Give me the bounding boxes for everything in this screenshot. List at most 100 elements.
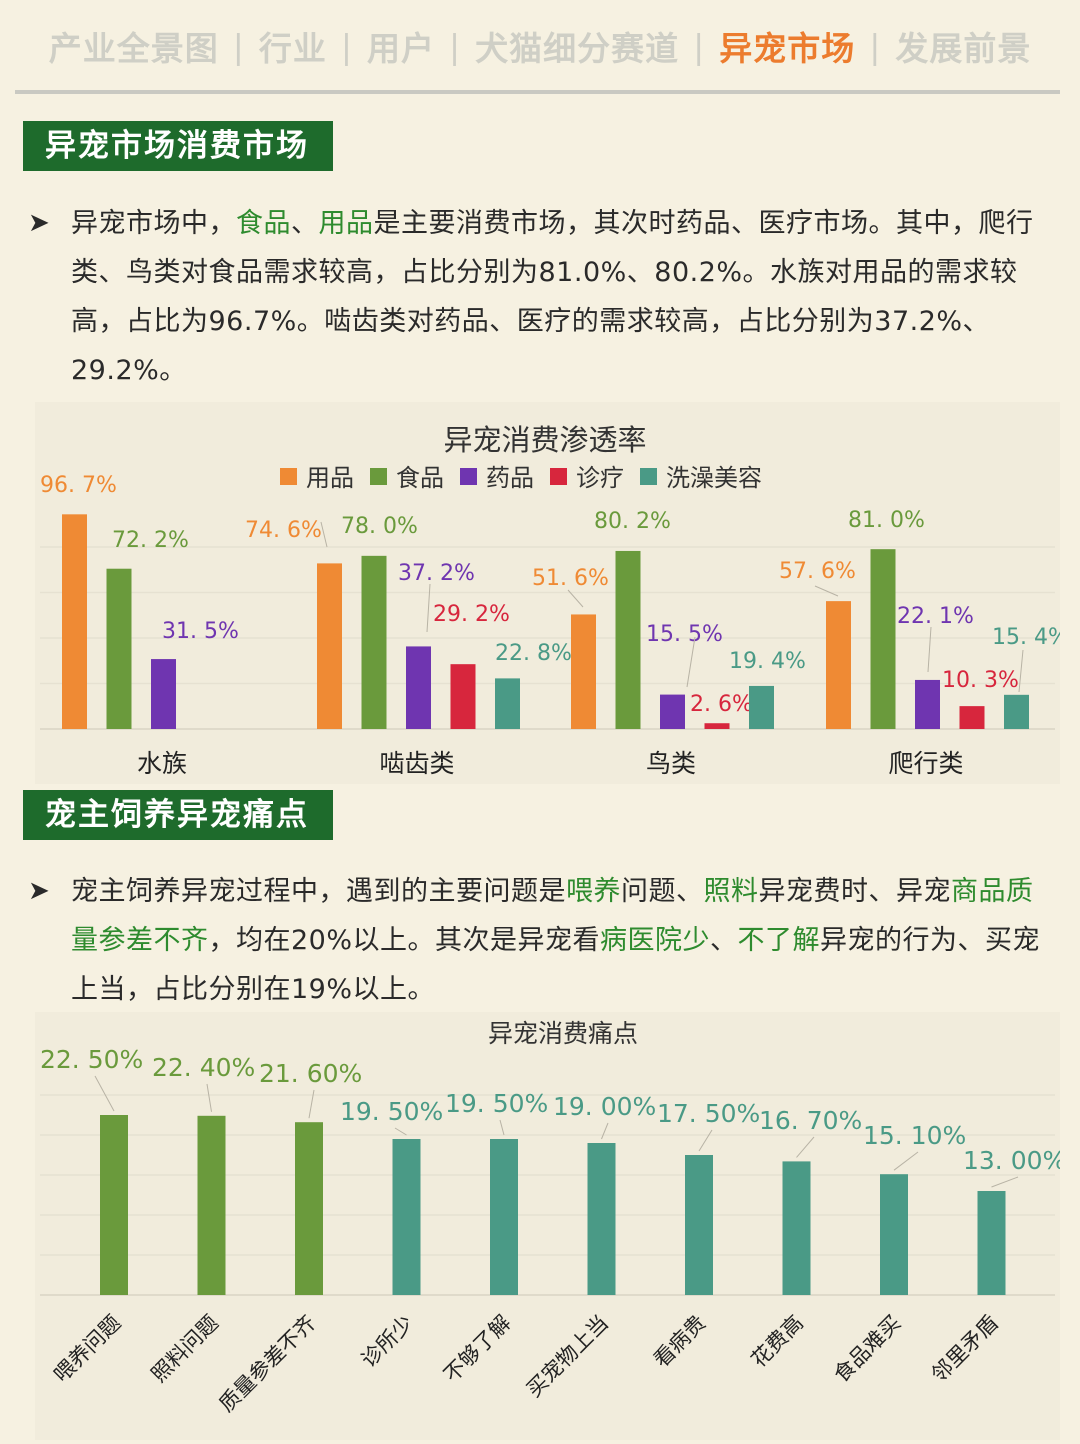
section-tag-consumption: 异宠市场消费市场 — [23, 121, 333, 171]
data-label: 19. 4% — [729, 649, 806, 674]
body-text: 异宠市场中， — [71, 208, 236, 239]
legend-label-3: 诊疗 — [576, 464, 624, 492]
bar-邻里矛盾 — [977, 1191, 1006, 1295]
leader-line — [814, 585, 839, 597]
nav-separator: | — [693, 26, 706, 66]
nav-item-0[interactable]: 产业全景图 — [48, 29, 219, 68]
leader-line — [94, 1075, 115, 1112]
section-tag-painpoints: 宠主饲养异宠痛点 — [23, 790, 333, 840]
category-label-0: 水族 — [137, 749, 187, 778]
nav-separator: | — [869, 26, 882, 66]
data-label: 15. 5% — [646, 622, 723, 647]
body-text: 是主要消费市场，其次时药品、医疗市场。其中，爬行类、鸟类对食品需求较高，占比分别… — [71, 208, 1034, 386]
data-label: 19. 50% — [445, 1089, 548, 1118]
data-label: 22. 1% — [897, 604, 974, 629]
category-label-5: 买宠物上当 — [522, 1311, 613, 1402]
data-label: 2. 6% — [690, 692, 753, 717]
body-text: ，均在20%以上。其次是异宠看 — [208, 925, 601, 956]
leader-line — [426, 583, 431, 633]
category-label-9: 邻里矛盾 — [927, 1311, 1003, 1387]
highlight-text: 不了解 — [737, 925, 821, 956]
bar-质量参差不齐 — [295, 1122, 323, 1295]
nav-item-4[interactable]: 异宠市场 — [719, 29, 856, 68]
category-label-3: 诊所少 — [357, 1311, 419, 1373]
bar-不够了解 — [490, 1139, 518, 1295]
highlight-text: 照料 — [703, 876, 759, 907]
leader-line — [394, 1127, 407, 1136]
data-label: 17. 50% — [657, 1099, 760, 1128]
chart-painpoints: 异宠消费痛点 22. 50% 喂养问题 22. 40% 照料问题 21. 60% 质量参差不… — [40, 1019, 1066, 1417]
legend-swatch-4 — [640, 468, 657, 485]
nav-item-5[interactable]: 发展前景 — [895, 29, 1032, 68]
category-label-0: 喂养问题 — [49, 1311, 125, 1387]
data-label: 78. 0% — [341, 514, 418, 539]
bar-啮齿类-药品 — [406, 646, 431, 729]
data-label: 80. 2% — [594, 509, 671, 534]
leader-line — [893, 1151, 919, 1171]
leader-line — [698, 1129, 713, 1152]
data-label: 19. 00% — [553, 1092, 656, 1121]
bar-啮齿类-用品 — [317, 563, 342, 729]
data-label: 51. 6% — [532, 566, 609, 591]
bullet-arrow-icon: ➤ — [28, 208, 51, 238]
bar-食品难买 — [880, 1174, 908, 1295]
bar-爬行类-洗澡美容 — [1004, 694, 1029, 729]
leader-line — [308, 1089, 315, 1119]
bar-鸟类-诊疗 — [704, 723, 730, 729]
bar-鸟类-药品 — [660, 694, 685, 729]
bar-爬行类-诊疗 — [959, 706, 985, 729]
data-label: 57. 6% — [779, 559, 856, 584]
category-label-4: 不够了解 — [439, 1311, 515, 1387]
data-label: 21. 60% — [259, 1059, 362, 1088]
nav-item-3[interactable]: 犬猫细分赛道 — [475, 29, 680, 68]
category-label-8: 食品难买 — [829, 1311, 905, 1387]
category-label-1: 啮齿类 — [379, 749, 454, 778]
nav-separator: | — [448, 26, 462, 66]
section2-text: 宠主饲养异宠过程中，遇到的主要问题是喂养问题、照料异宠费时、异宠商品质量参差不齐… — [71, 867, 1048, 1014]
nav-item-2[interactable]: 用户 — [366, 29, 435, 68]
leader-line — [991, 1176, 1019, 1188]
bar-鸟类-食品 — [615, 550, 641, 729]
nav-item-1[interactable]: 行业 — [258, 29, 327, 68]
body-text: 异宠的行为、买宠上当，占比分别在19%以上。 — [71, 925, 1041, 1005]
category-label-3: 爬行类 — [888, 749, 963, 778]
bar-水族-药品 — [151, 659, 176, 729]
chart-penetration-panel: 异宠消费渗透率 用品 食品 药品 诊疗 洗澡美容 96. 7% 72. 2% 31. 5% 水族 7… — [35, 402, 1069, 784]
bar-花费高 — [782, 1161, 811, 1295]
category-label-7: 花费高 — [747, 1311, 809, 1373]
bar-鸟类-用品 — [571, 614, 596, 729]
bar-水族-食品 — [106, 568, 132, 729]
section1-paragraph: ➤ 异宠市场中，食品、用品是主要消费市场，其次时药品、医疗市场。其中，爬行类、鸟… — [28, 199, 1048, 395]
legend-swatch-3 — [550, 468, 567, 485]
data-label: 15. 10% — [863, 1121, 966, 1150]
leader-line — [796, 1136, 815, 1158]
bar-啮齿类-食品 — [361, 555, 387, 729]
data-label: 22. 50% — [40, 1045, 143, 1074]
bar-爬行类-药品 — [915, 679, 940, 729]
category-label-2: 质量参差不齐 — [214, 1311, 320, 1417]
bar-爬行类-用品 — [826, 601, 851, 729]
data-label: 37. 2% — [398, 561, 475, 586]
data-label: 22. 8% — [495, 641, 572, 666]
legend-swatch-2 — [460, 468, 477, 485]
body-text: 、 — [710, 925, 738, 956]
chart-title: 异宠消费渗透率 — [443, 423, 646, 457]
highlight-text: 病医院少 — [600, 925, 711, 956]
legend-label-1: 食品 — [396, 464, 444, 492]
chart-painpoints-panel: 异宠消费痛点 22. 50% 喂养问题 22. 40% 照料问题 21. 60% 质量参差不… — [35, 1012, 1066, 1440]
bar-喂养问题 — [100, 1115, 128, 1295]
body-text: 异宠费时、异宠 — [758, 876, 951, 907]
bar-鸟类-洗澡美容 — [749, 685, 774, 729]
category-label-6: 看病贵 — [649, 1311, 711, 1373]
leader-line — [927, 626, 932, 673]
bar-啮齿类-洗澡美容 — [495, 678, 520, 729]
data-label: 72. 2% — [112, 528, 189, 553]
bar-爬行类-食品 — [870, 549, 896, 729]
data-label: 10. 3% — [942, 668, 1019, 693]
highlight-text: 商品质量参差不齐 — [71, 876, 1034, 956]
leader-line — [686, 636, 696, 688]
data-label: 19. 50% — [340, 1097, 443, 1126]
nav-separator: | — [232, 26, 245, 66]
bar-照料问题 — [197, 1115, 226, 1295]
